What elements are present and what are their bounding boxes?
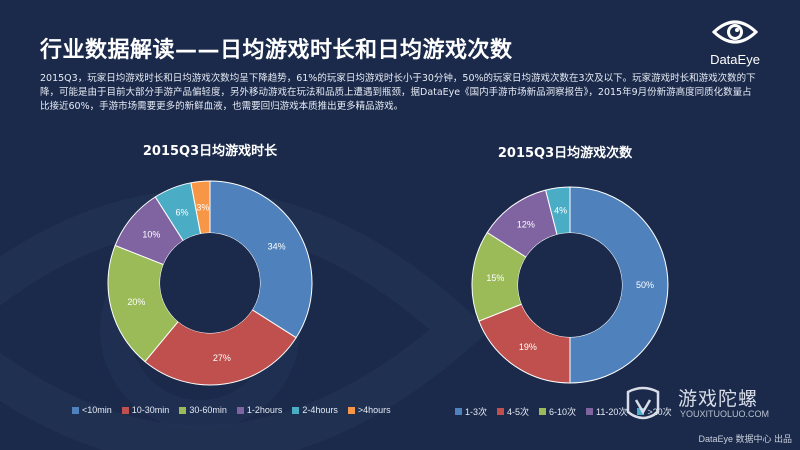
duration-data-label-1: 27% — [213, 353, 231, 363]
brand-name: DataEye — [710, 52, 760, 67]
duration-legend-label: 1-2hours — [246, 405, 283, 415]
duration-legend-item: 10-30min — [121, 405, 170, 415]
duration-legend-swatch — [292, 406, 300, 414]
duration-legend: <10min 10-30min 30-60min 1-2hours 2-4hours >4… — [72, 405, 391, 415]
duration-legend-label: 30-60min — [189, 405, 227, 415]
frequency-legend-item: >20次 — [637, 405, 672, 418]
duration-legend-swatch — [72, 406, 79, 414]
eye-logo-icon — [711, 20, 759, 44]
footer-credit: DataEye 数据中心 出品 — [698, 434, 792, 444]
frequency-legend-label: 1-3次 — [465, 407, 488, 417]
duration-legend-item: <10min — [72, 405, 112, 415]
frequency-legend-swatch — [455, 408, 462, 415]
summary-text: 2015Q3，玩家日均游戏时长和日均游戏次数均呈下降趋势，61%的玩家日均游戏时… — [40, 73, 756, 112]
duration-data-label-5: 3% — [196, 202, 209, 212]
frequency-data-label-4: 4% — [554, 206, 567, 216]
frequency-data-label-1: 19% — [519, 342, 537, 352]
frequency-legend-item: 6-10次 — [539, 405, 576, 418]
frequency-legend-item: 1-3次 — [455, 405, 487, 418]
frequency-legend-swatch — [586, 408, 594, 415]
duration-legend-swatch — [121, 406, 129, 414]
duration-legend-item: >4hours — [347, 405, 391, 415]
watermark-url: YOUXITUOLUO.COM — [680, 409, 770, 419]
duration-legend-item: 2-4hours — [292, 405, 338, 415]
frequency-data-label-0: 50% — [636, 280, 654, 290]
duration-legend-label: >4hours — [357, 405, 391, 415]
duration-legend-swatch — [347, 406, 355, 414]
frequency-data-label-2: 15% — [486, 273, 504, 283]
tuoluo-logo-icon — [626, 386, 660, 420]
frequency-legend-swatch — [637, 408, 645, 415]
frequency-slice-0 — [569, 186, 669, 384]
duration-data-label-4: 6% — [176, 207, 189, 217]
frequency-legend: 1-3次 4-5次 6-10次 11-20次 >20次 — [455, 405, 672, 418]
chart-title-duration: 2015Q3日均游戏时长 — [142, 144, 278, 159]
frequency-legend-item: 4-5次 — [497, 405, 529, 418]
frequency-legend-label: 11-20次 — [596, 407, 628, 417]
frequency-data-label-3: 12% — [517, 219, 535, 229]
frequency-center-hole — [518, 233, 622, 337]
duration-data-label-2: 20% — [127, 297, 145, 307]
tuoluo-watermark: 游戏陀螺 YOUXITUOLUO.COM — [618, 382, 788, 427]
duration-data-label-3: 10% — [142, 230, 160, 240]
duration-legend-item: 30-60min — [179, 405, 227, 415]
frequency-legend-label: >20次 — [647, 407, 672, 417]
duration-legend-swatch — [179, 406, 187, 414]
frequency-legend-item: 11-20次 — [586, 405, 627, 418]
frequency-legend-label: 6-10次 — [549, 407, 577, 417]
frequency-legend-swatch — [539, 408, 547, 415]
duration-legend-label: 10-30min — [131, 405, 170, 415]
duration-legend-item: 1-2hours — [236, 405, 283, 415]
page-title: 行业数据解读——日均游戏时长和日均游戏次数 — [40, 38, 513, 63]
frequency-legend-label: 4-5次 — [507, 407, 530, 417]
duration-legend-label: 2-4hours — [302, 405, 338, 415]
frequency-legend-swatch — [497, 408, 505, 415]
duration-legend-label: <10min — [82, 405, 112, 415]
watermark-name: 游戏陀螺 — [678, 388, 759, 410]
brand-logo: DataEye — [690, 18, 780, 67]
chart-title-frequency: 2015Q3日均游戏次数 — [497, 146, 633, 161]
duration-center-hole — [160, 233, 260, 333]
duration-data-label-0: 34% — [268, 241, 286, 251]
duration-legend-swatch — [236, 406, 244, 414]
